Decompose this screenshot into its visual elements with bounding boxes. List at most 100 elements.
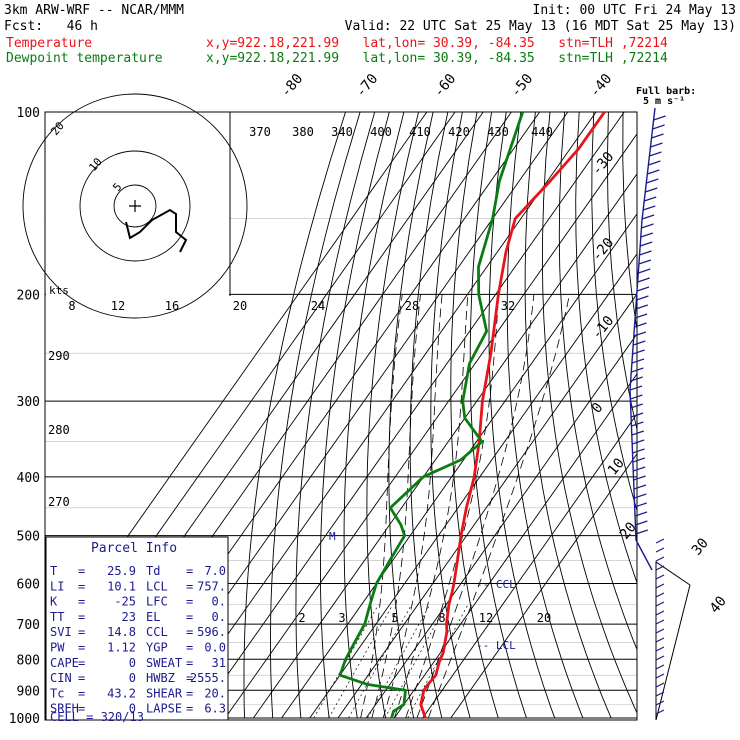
theta-label: 270 — [48, 495, 70, 509]
wind-barb — [631, 430, 644, 436]
hodograph-ring — [113, 184, 157, 228]
wind-barb — [651, 133, 664, 139]
wind-barb — [629, 385, 643, 391]
wind-barb — [633, 340, 646, 346]
wind-barb — [641, 223, 654, 229]
parcel-info-eq: = — [186, 671, 193, 685]
parcel-info-eq: = — [78, 579, 85, 593]
wind-barb — [645, 187, 658, 193]
dry-adiabat — [343, 112, 405, 719]
parcel-info-value: 43.2 — [107, 686, 136, 700]
parcel-info-eq: = — [78, 564, 85, 578]
parcel-info-key: LI — [50, 579, 64, 593]
temperature-profile — [419, 112, 606, 719]
theta-e-label: 380 — [292, 125, 314, 139]
mixing-ratio-line — [328, 604, 394, 719]
wind-barb — [655, 547, 665, 553]
ccl-marker: -- CCL — [476, 578, 516, 591]
dry-adiabat — [638, 112, 740, 718]
wind-barb — [632, 448, 645, 454]
parcel-info-key: HWBZ — [146, 671, 175, 685]
dry-adiabat — [652, 112, 740, 718]
theta-e-label: 410 — [409, 125, 431, 139]
wind-barb — [649, 151, 662, 157]
wind-barb — [653, 115, 666, 121]
parcel-info-key: TT — [50, 610, 64, 624]
isotherm — [224, 133, 637, 719]
pressure-label: 100 — [17, 106, 40, 121]
wind-barb — [640, 241, 653, 247]
isotherm-label: 30 — [689, 535, 712, 558]
wind-barb — [655, 709, 665, 715]
wind-barb — [655, 592, 665, 598]
isotherm — [253, 173, 637, 719]
wind-barb — [630, 376, 643, 382]
parcel-info-value: 0 — [129, 702, 136, 716]
wind-barb — [655, 646, 665, 652]
dry-adiabat — [622, 112, 637, 333]
parcel-info-key: SHEAR — [146, 686, 183, 700]
parcel-info-eq: = — [186, 564, 193, 578]
wind-barb — [634, 502, 647, 508]
parcel-info-key: YGP — [146, 641, 168, 655]
wind-barb — [655, 583, 665, 589]
parcel-info-value: 2555. — [190, 671, 226, 685]
moist-adiabat-label: 12 — [111, 299, 125, 313]
parcel-info-eq: = — [186, 686, 193, 700]
parcel-info-value: 0. — [212, 595, 226, 609]
theta-label: 290 — [48, 349, 70, 363]
wind-barb — [635, 529, 648, 535]
parcel-info-eq: = — [186, 641, 193, 655]
pressure-label: 800 — [17, 653, 40, 668]
moist-adiabat — [427, 294, 570, 719]
isotherm — [281, 213, 637, 719]
pressure-label: 900 — [17, 684, 40, 699]
isotherm — [309, 253, 637, 719]
wind-barb — [638, 259, 652, 265]
isotherm-label: -10 — [589, 313, 618, 343]
moist-adiabat-label: 28 — [405, 299, 419, 313]
hodograph-ring — [22, 93, 248, 319]
isotherm — [196, 112, 625, 719]
pressure-label: 400 — [17, 471, 40, 486]
hodograph-center-mark — [129, 200, 141, 212]
moist-adiabat-label: 32 — [501, 299, 515, 313]
wind-barb — [637, 277, 650, 283]
wind-barb — [634, 493, 647, 499]
theta-e-label: 430 — [487, 125, 509, 139]
wind-barb — [655, 700, 665, 706]
theta-e-label: 420 — [448, 125, 470, 139]
wind-barb — [640, 232, 653, 238]
parcel-info-eq: = — [78, 656, 85, 670]
hodograph-ring — [79, 150, 191, 262]
wind-staff-top — [629, 107, 656, 571]
mixing-ratio-label: 20 — [537, 611, 551, 625]
isotherm — [365, 333, 637, 719]
pressure-label: 700 — [17, 618, 40, 633]
wind-barb — [655, 673, 665, 679]
dry-adiabat — [430, 112, 471, 719]
dewpoint-legend: Dewpoint temperature — [6, 51, 163, 66]
init-time: Init: 00 UTC Fri 24 May 13 — [532, 3, 737, 18]
parcel-info-value: 23 — [122, 610, 136, 624]
wind-barb — [631, 367, 644, 373]
mixing-ratio-label: 8 — [438, 611, 445, 625]
parcel-info-value: 10.1 — [107, 579, 136, 593]
parcel-info-value: 1.12 — [107, 641, 136, 655]
wind-barb — [633, 466, 646, 472]
mixing-ratio-line — [367, 604, 431, 719]
parcel-info-key: SVI — [50, 625, 72, 639]
parcel-info-panel — [45, 536, 229, 721]
parcel-info-eq: = — [186, 702, 193, 716]
pressure-label: 1000 — [9, 712, 40, 727]
parcel-info-eq: = — [186, 595, 193, 609]
wind-barb — [634, 313, 648, 319]
parcel-info-key: PW — [50, 641, 65, 655]
parcel-info-eq: = — [78, 686, 85, 700]
hodograph-units: kts — [49, 284, 69, 297]
moist-adiabat — [394, 294, 469, 719]
isotherm-label: -60 — [431, 71, 460, 101]
wind-barb — [635, 520, 648, 526]
dry-adiabat — [320, 112, 390, 719]
wind-barb — [635, 304, 648, 310]
